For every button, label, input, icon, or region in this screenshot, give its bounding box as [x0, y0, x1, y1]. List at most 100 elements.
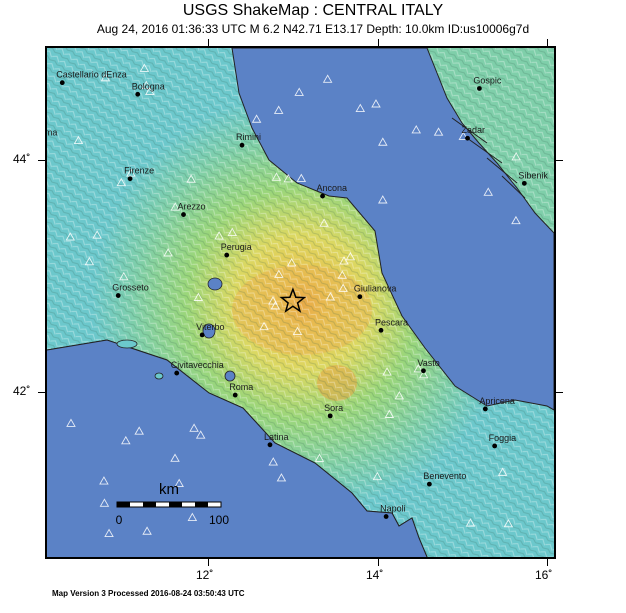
lon-tick-mark-16-top	[547, 39, 548, 46]
lat-tick-mark-42	[38, 392, 45, 393]
lon-tick-mark-14-top	[378, 39, 379, 46]
station-triangle-icon	[84, 256, 95, 266]
station-triangle-icon	[99, 498, 110, 507]
station-triangle-icon	[433, 127, 444, 136]
city-label: Vasto	[417, 358, 439, 368]
station-triangle-icon	[465, 518, 476, 527]
city-label: Benevento	[423, 471, 466, 481]
station-triangle-icon	[273, 105, 284, 114]
station-triangle-icon	[503, 518, 514, 528]
station-triangle-icon	[259, 321, 269, 331]
city-dot	[383, 514, 389, 519]
station-triangle-icon	[378, 195, 388, 204]
city-label: Grosseto	[112, 283, 149, 293]
station-triangle-icon	[100, 72, 111, 82]
station-triangle-icon	[384, 409, 395, 418]
lat-tick-mark-44-right	[556, 160, 563, 161]
station-triangle-icon	[126, 168, 136, 177]
city-dot	[357, 294, 363, 300]
city-label: Viterbo	[196, 322, 224, 332]
station-triangle-icon	[411, 125, 421, 134]
station-triangle-icon	[170, 202, 181, 211]
city-dot	[267, 442, 273, 448]
station-triangle-icon	[413, 364, 424, 373]
map-title: USGS ShakeMap : CENTRAL ITALY	[182, 2, 444, 19]
station-triangle-icon	[139, 63, 150, 72]
city-dot	[465, 135, 470, 141]
lon-tick-mark-16	[547, 559, 548, 566]
city-label: Zadar	[462, 125, 486, 135]
lake-bolsena	[202, 323, 216, 339]
lon-tick-mark-12-top	[208, 39, 209, 46]
city-dot	[327, 413, 333, 419]
station-triangle-icon	[382, 367, 392, 376]
city-markers: Castellario dEnza Bologna Parma Rimini Firen…	[47, 70, 548, 519]
station-triangle-icon	[145, 86, 155, 95]
station-triangle-icon	[483, 187, 494, 196]
station-triangle-icon	[511, 215, 521, 225]
station-triangle-icon	[322, 74, 333, 83]
station-triangle-icon	[187, 512, 198, 521]
map-version-footer: Map Version 3 Processed 2016-08-24 03:50…	[52, 589, 245, 598]
lat-tick-42: 42˚	[13, 384, 31, 398]
city-dot	[320, 193, 325, 199]
event-summary: Aug 24, 2016 01:36:33 UTC M 6.2 N42.71 E…	[96, 22, 530, 36]
city-dot	[232, 392, 238, 398]
scale-start-label: 0	[116, 513, 123, 527]
station-triangle-icon	[345, 251, 356, 261]
croatia-landmass	[426, 48, 554, 234]
station-triangle-icon	[271, 172, 282, 181]
lat-tick-mark-44	[38, 160, 45, 161]
city-dot	[426, 481, 432, 487]
city-label: Apricena	[479, 396, 515, 406]
station-triangle-icon	[276, 473, 287, 482]
lake-bracciano	[224, 370, 236, 382]
station-triangle-icon	[174, 478, 184, 487]
city-label: Napoli	[380, 504, 406, 514]
city-label: Pescara	[375, 317, 408, 327]
epicenter-marker[interactable]	[279, 287, 307, 313]
city-dot	[199, 332, 205, 338]
station-triangle-icon	[294, 87, 304, 96]
city-dot	[115, 293, 121, 298]
city-dot	[482, 406, 488, 412]
lat-tick-mark-42-right	[556, 392, 563, 393]
station-triangle-icon	[458, 131, 469, 140]
city-dot	[174, 370, 180, 376]
station-triangle-icon	[394, 391, 405, 400]
station-triangle-icon	[118, 271, 129, 281]
elba-island	[116, 339, 138, 349]
city-dot	[521, 180, 527, 186]
scale-bar: km 0 100	[116, 481, 230, 527]
city-label: Bologna	[132, 81, 165, 91]
city-label: Sibenik	[518, 170, 548, 180]
station-triangle-icon	[227, 227, 238, 236]
station-triangle-icon	[337, 270, 348, 279]
city-label: Castellario dEnza	[56, 70, 127, 80]
station-triangle-icon	[355, 103, 366, 113]
shakemap[interactable]: Castellario dEnza Bologna Parma Rimini Firen…	[45, 46, 556, 559]
city-label: Arezzo	[178, 202, 206, 212]
station-triangle-icon	[371, 99, 381, 108]
city-dot	[239, 142, 245, 148]
city-dot	[421, 368, 426, 374]
station-triangle-icon	[497, 467, 508, 476]
station-triangle-icon	[372, 471, 383, 481]
city-dot	[492, 443, 498, 449]
scale-unit-label: km	[159, 481, 179, 498]
station-triangle-icon	[73, 135, 84, 145]
station-triangle-icon	[338, 283, 348, 292]
station-markers	[65, 63, 521, 538]
station-triangle-icon	[292, 326, 303, 336]
station-triangle-icon	[104, 528, 114, 538]
lon-tick-12: 12˚	[196, 568, 214, 582]
city-label: Gospic	[473, 75, 502, 85]
station-triangle-icon	[268, 457, 279, 466]
city-dot	[127, 176, 133, 182]
station-triangle-icon	[189, 423, 199, 432]
lake-trasimeno	[207, 277, 223, 291]
station-triangle-icon	[195, 430, 206, 439]
station-triangle-icon	[339, 256, 349, 265]
station-triangle-icon	[134, 426, 144, 435]
shakemap-canvas: Castellario dEnza Bologna Parma Rimini Firen…	[47, 48, 554, 557]
